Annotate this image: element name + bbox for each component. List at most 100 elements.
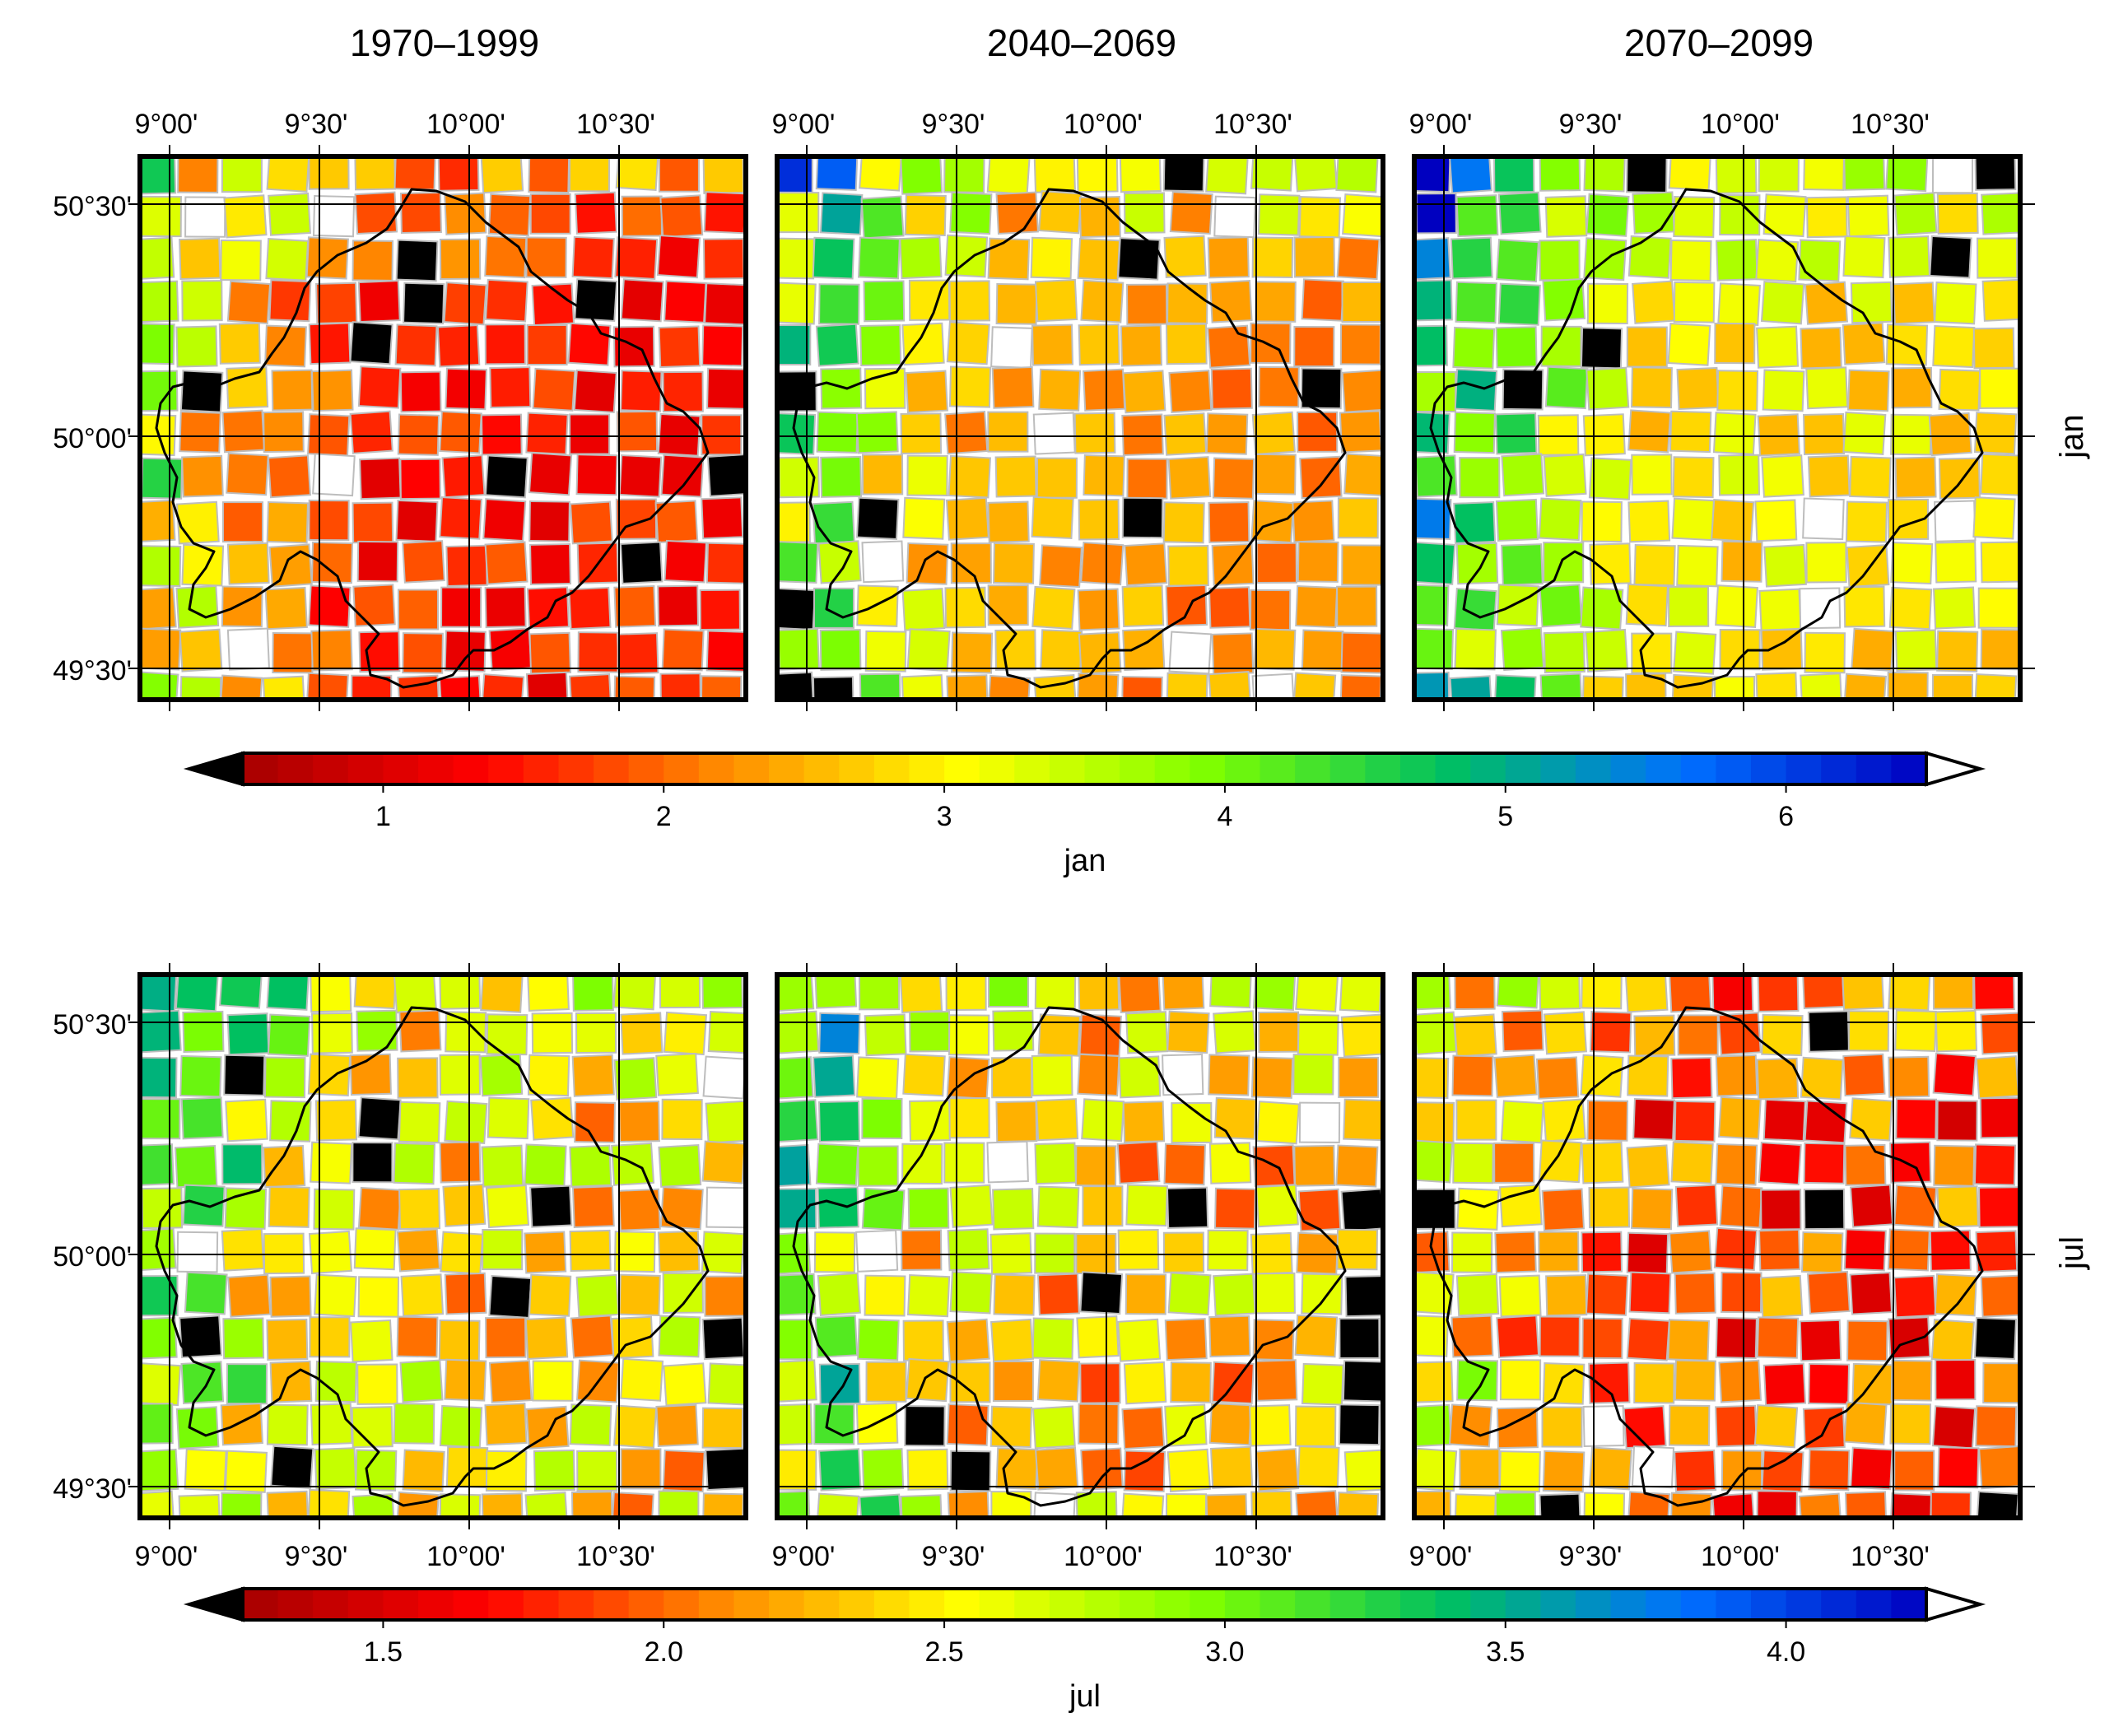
grid-cell (613, 1057, 658, 1101)
grid-cell (140, 1448, 179, 1492)
grid-cell (1760, 1189, 1802, 1231)
grid-cell (657, 412, 701, 457)
period-title-1: 1970–1999 (350, 21, 539, 64)
grid-cell (1083, 368, 1126, 412)
grid-cell (1452, 1142, 1494, 1184)
grid-cell (1453, 588, 1497, 632)
grid-cell (571, 235, 615, 280)
grid-cell (1844, 1143, 1887, 1186)
grid-cell (1031, 585, 1076, 631)
colorbar-swatch (383, 753, 419, 784)
grid-cell (1075, 1145, 1117, 1187)
grid-cell (1889, 1141, 1932, 1184)
grid-cell (947, 1490, 990, 1518)
grid-cell (1208, 1142, 1252, 1184)
grid-cell (352, 501, 394, 544)
grid-cell (349, 1053, 392, 1096)
grid-cell (140, 370, 179, 412)
grid-cell (1414, 1139, 1454, 1184)
grid-cell (1500, 1100, 1544, 1144)
lon-label: 10°30' (1851, 1541, 1930, 1572)
colorbar-swatch (418, 753, 454, 784)
grid-cell (313, 1188, 356, 1231)
colorbar-swatch (1435, 1589, 1471, 1620)
grid-cell (1932, 1052, 1977, 1097)
grid-cell (777, 541, 819, 584)
grid-cell (1673, 195, 1716, 239)
grid-cell (175, 584, 220, 629)
grid-cell (268, 279, 312, 323)
grid-cell (1080, 279, 1125, 323)
grid-cell (1255, 1184, 1299, 1228)
grid-cell (1588, 457, 1632, 500)
grid-cell (1301, 278, 1344, 322)
grid-cell (179, 237, 221, 281)
grid-cell (949, 191, 993, 235)
colorbar-high-extend (1925, 751, 1986, 787)
colorbar-swatch (347, 753, 384, 784)
colorbar-swatch (1154, 1589, 1190, 1620)
lon-label: 10°00' (1701, 109, 1780, 140)
grid-cell (1931, 156, 1974, 194)
grid-cell (486, 1013, 528, 1056)
lat-label: 50°00' (53, 423, 132, 454)
grid-cell (1762, 1098, 1806, 1143)
grid-cell (352, 1142, 393, 1184)
grid-cell (663, 1011, 708, 1056)
grid-cell (1117, 1318, 1162, 1362)
grid-cell (488, 1274, 533, 1319)
grid-cell (140, 280, 179, 323)
grid-cell (307, 1488, 351, 1518)
grid-cell (226, 1363, 268, 1405)
lon-label: 9°00' (1409, 1541, 1473, 1572)
grid-cell (989, 1318, 1035, 1363)
grid-cell (617, 632, 659, 675)
grid-cell (308, 584, 352, 628)
grid-cell (1674, 1449, 1717, 1492)
colorbar-swatch (1646, 1589, 1682, 1620)
grid-cell (402, 1449, 445, 1492)
grid-cell (1934, 500, 1977, 542)
grid-cell (352, 240, 394, 282)
grid-cell (1804, 1100, 1848, 1144)
lon-label: 9°00' (1409, 109, 1473, 140)
grid-cell (1624, 975, 1669, 1013)
grid-cell (308, 499, 350, 542)
grid-cell (1630, 1187, 1674, 1231)
grid-cell (987, 411, 1029, 453)
grid-cell (1301, 1362, 1344, 1406)
grid-cell (262, 675, 306, 700)
grid-cell (1255, 453, 1297, 496)
grid-cell (1975, 1230, 2019, 1273)
grid-cell (1980, 1012, 2020, 1055)
grid-cell (705, 1447, 746, 1492)
grid-cell (140, 499, 176, 543)
grid-cell (655, 1403, 699, 1447)
grid-cell (820, 367, 863, 410)
grid-cell (1719, 1184, 1763, 1229)
grid-cell (1627, 235, 1672, 279)
grid-cell (1673, 281, 1716, 323)
grid-cell (182, 1010, 225, 1053)
grid-cell (528, 631, 572, 675)
grid-cell (1254, 1272, 1296, 1315)
colorbar-swatch (523, 753, 560, 784)
colorbar-tick-label: 2.0 (645, 1636, 683, 1668)
grid-cell (1537, 414, 1580, 456)
grid-cell (305, 236, 349, 280)
grid-cell (226, 627, 270, 671)
grid-cell (1625, 583, 1669, 627)
grid-cell (439, 238, 482, 281)
grid-cell (524, 1492, 569, 1518)
grid-cell (613, 1231, 656, 1273)
grid-cell (1293, 1144, 1336, 1187)
grid-cell (901, 588, 946, 631)
grid-cell (484, 323, 526, 365)
grid-cell (1079, 1362, 1121, 1404)
grid-cell (902, 1053, 946, 1097)
grid-cell (1167, 1272, 1212, 1316)
grid-cell (349, 410, 393, 454)
grid-cell (1671, 497, 1715, 542)
grid-cell (1800, 673, 1843, 700)
grid-cell (1298, 196, 1342, 239)
